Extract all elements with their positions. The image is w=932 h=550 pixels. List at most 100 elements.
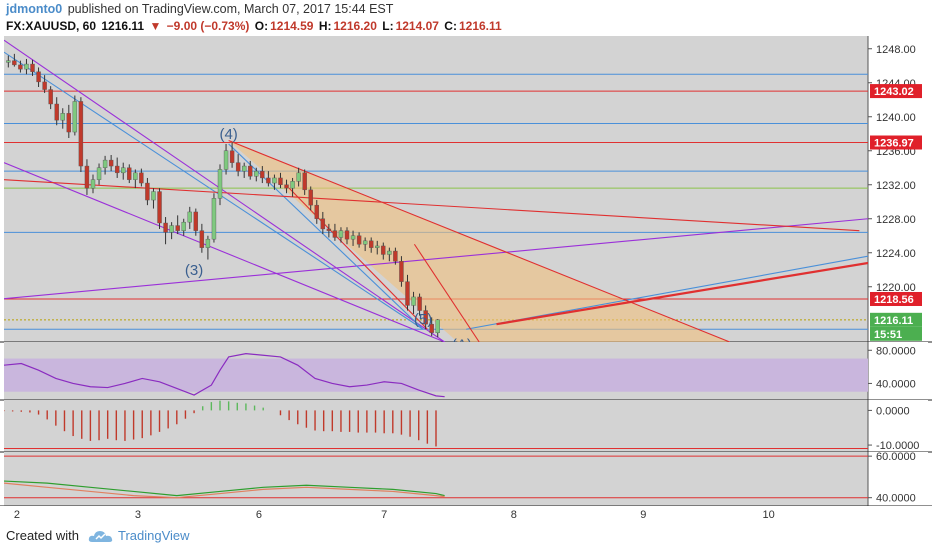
- created-with-label: Created with: [6, 528, 79, 543]
- author-link[interactable]: jdmonto0: [6, 2, 63, 16]
- tradingview-brand[interactable]: TradingView: [118, 528, 190, 543]
- candle: [332, 230, 338, 238]
- trend-line: [4, 162, 445, 342]
- candle: [205, 238, 211, 248]
- candle: [163, 222, 168, 233]
- candle: [127, 167, 132, 180]
- trend-line: [413, 243, 480, 342]
- candle: [314, 204, 319, 219]
- candle: [199, 230, 205, 248]
- candle: [326, 228, 332, 231]
- symbol-label: FX:XAUUSD, 60: [6, 19, 97, 33]
- candle: [356, 235, 362, 245]
- candle: [72, 101, 78, 133]
- wave-label: (3): [185, 262, 203, 279]
- candle: [393, 250, 398, 262]
- candle: [266, 177, 271, 184]
- candle: [211, 198, 217, 240]
- candle: [338, 230, 344, 238]
- y-tick-label: -10.0000: [876, 440, 919, 452]
- price-badge-label: 1243.02: [874, 86, 914, 98]
- candle: [108, 159, 114, 167]
- wave-label: (4): [219, 126, 237, 143]
- plot-content: [4, 352, 868, 398]
- price-badge: [870, 326, 922, 341]
- y-tick-label: 60.0000: [876, 451, 916, 463]
- candle: [223, 150, 229, 170]
- close-label: C:: [444, 19, 457, 33]
- candle: [30, 63, 35, 72]
- price-badge-label: 1236.97: [874, 138, 914, 150]
- last-price: 1216.11: [101, 19, 145, 33]
- candle: [6, 60, 11, 63]
- x-tick-label: 7: [381, 509, 387, 521]
- price-badge-label: 15:51: [874, 329, 902, 341]
- price-badge-label: 1218.56: [874, 294, 914, 306]
- tradingview-cloud-icon[interactable]: [88, 528, 114, 544]
- candle: [381, 245, 386, 255]
- candle: [387, 250, 392, 255]
- time-axis[interactable]: 2 3 6 7 8 9 10: [0, 506, 932, 522]
- candle: [362, 240, 368, 245]
- trend-line: [4, 218, 868, 300]
- rsi-pane[interactable]: 80.0000 40.0000: [0, 342, 932, 401]
- stochastic-pane[interactable]: 60.0000 40.0000: [0, 451, 932, 507]
- high-label: H:: [318, 19, 332, 33]
- trend-line: [228, 140, 730, 342]
- candle: [66, 113, 72, 133]
- candle: [369, 240, 374, 248]
- candle: [114, 165, 120, 174]
- trend-line: [4, 39, 445, 342]
- price-axis-background: [868, 400, 928, 452]
- candle: [145, 182, 150, 201]
- candle: [139, 172, 144, 184]
- chart-header: jdmonto0 published on TradingView.com, M…: [0, 0, 932, 36]
- y-tick-label: 80.0000: [876, 345, 916, 357]
- y-tick-label: 0.0000: [876, 405, 910, 417]
- candle: [278, 177, 283, 185]
- price-badge: [870, 312, 922, 327]
- open-label: O:: [254, 19, 269, 33]
- candle: [217, 169, 223, 199]
- price-badge-label: 1216.11: [874, 315, 913, 327]
- trend-line: [496, 261, 868, 326]
- x-tick-label: 10: [763, 509, 775, 521]
- candle: [411, 296, 416, 306]
- candle: [308, 189, 313, 206]
- candle: [375, 245, 380, 248]
- trend-line: [4, 51, 424, 330]
- close-value: 1216.11: [458, 19, 502, 33]
- open-value: 1214.59: [270, 19, 314, 33]
- y-tick-label: 40.0000: [876, 493, 916, 505]
- time-axis-background: [0, 506, 932, 522]
- price-pane[interactable]: (4)(3)(5)(A)1248.001244.001240.001236.00…: [0, 36, 932, 354]
- ohlc-line: FX:XAUUSD, 60 1216.11 ▼ −9.00 (−0.73%) O…: [6, 19, 504, 33]
- macd-pane[interactable]: 0.0000 -10.0000: [0, 400, 932, 453]
- candle: [405, 281, 410, 306]
- high-value: 1216.20: [333, 19, 377, 33]
- rsi-band: [4, 358, 868, 392]
- candle: [157, 191, 162, 224]
- candle: [42, 81, 47, 90]
- low-value: 1214.07: [395, 19, 439, 33]
- candle: [175, 225, 180, 231]
- candle: [181, 221, 186, 231]
- stochastic-line: [4, 482, 445, 499]
- candle: [290, 181, 295, 189]
- chart-area[interactable]: (4)(3)(5)(A)1248.001244.001240.001236.00…: [0, 36, 932, 522]
- x-tick-label: 8: [511, 509, 517, 521]
- pane-background: [4, 452, 868, 506]
- candle: [423, 310, 428, 325]
- y-tick-label: 1228.00: [876, 214, 916, 226]
- x-tick-label: 9: [640, 509, 646, 521]
- candle: [229, 150, 235, 163]
- candle: [84, 165, 90, 189]
- x-tick-label: 3: [135, 509, 141, 521]
- y-tick-label: 40.0000: [876, 378, 916, 390]
- plot-content: [4, 400, 868, 450]
- candle: [24, 63, 29, 70]
- y-tick-label: 1240.00: [876, 112, 916, 124]
- candle: [260, 170, 265, 179]
- plot-content: [4, 455, 868, 499]
- candle: [12, 60, 17, 66]
